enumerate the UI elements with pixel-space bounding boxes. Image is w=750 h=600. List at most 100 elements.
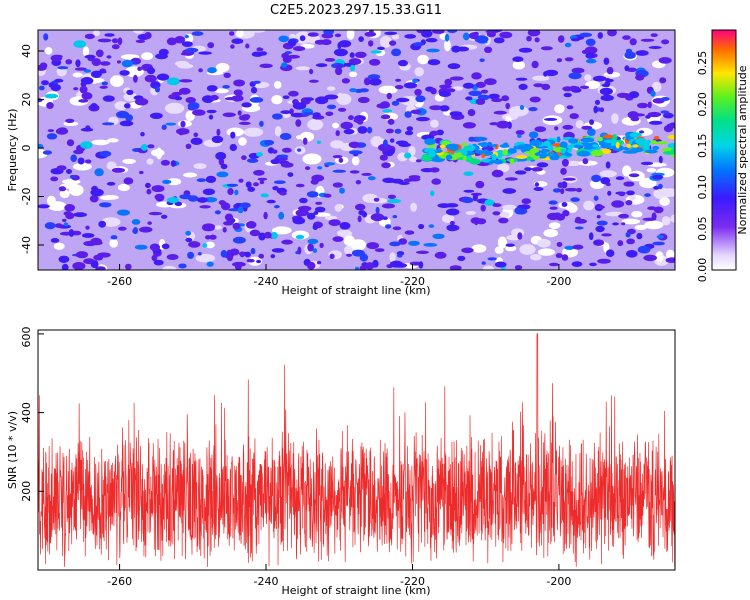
heatmap-cell	[259, 63, 273, 68]
heatmap-cell	[282, 147, 292, 153]
heatmap-cell	[211, 135, 224, 144]
heatmap-cell	[561, 202, 568, 207]
heatmap-cell	[210, 94, 219, 101]
heatmap-cell	[280, 133, 292, 140]
heatmap-cell	[270, 159, 280, 165]
heatmap-cell	[188, 241, 201, 248]
heatmap-cell	[414, 88, 422, 96]
heatmap-cell	[517, 134, 522, 138]
colorbar-tick: 0.25	[696, 51, 709, 76]
heatmap-cell	[492, 211, 501, 216]
heatmap-cell	[622, 165, 632, 177]
heatmap-cell	[659, 57, 671, 62]
heatmap-cell	[556, 58, 563, 63]
heatmap-cell	[176, 128, 190, 135]
heatmap-cell	[661, 216, 671, 226]
heatmap-cell	[317, 166, 323, 170]
heatmap-cell	[465, 210, 476, 215]
heatmap-cell	[593, 105, 598, 114]
heatmap-cell	[278, 35, 290, 43]
heatmap-feature-cell	[566, 144, 575, 149]
heatmap-cell	[178, 263, 187, 269]
heatmap-cell	[317, 260, 322, 265]
heatmap-cell	[307, 261, 316, 270]
heatmap-feature-cell	[515, 155, 528, 159]
heatmap-cell	[537, 248, 556, 256]
heatmap-cell	[571, 67, 585, 74]
heatmap-cell	[161, 243, 170, 250]
heatmap-x-label: Height of straight line (km)	[281, 284, 430, 297]
heatmap-cell	[118, 226, 127, 231]
heatmap-cell	[307, 118, 324, 131]
heatmap-cell	[621, 218, 641, 225]
heatmap-feature-cell	[445, 154, 453, 160]
heatmap-cell	[449, 220, 455, 225]
heatmap-cell	[395, 140, 408, 146]
heatmap-cell	[329, 253, 335, 259]
heatmap-cell	[380, 114, 391, 120]
heatmap-cell	[354, 266, 360, 270]
heatmap-cell	[50, 54, 63, 62]
heatmap-cell	[72, 162, 92, 171]
heatmap-cell	[611, 200, 625, 208]
heatmap-cell	[333, 48, 348, 57]
heatmap-cell	[276, 154, 289, 159]
heatmap-cell	[564, 245, 575, 250]
heatmap-cell	[635, 74, 645, 81]
heatmap-cell	[57, 66, 69, 70]
heatmap-cell	[512, 56, 524, 62]
heatmap-cell	[82, 46, 90, 57]
heatmap-cell	[250, 86, 258, 94]
heatmap-cell	[439, 105, 450, 112]
heatmap-cell	[434, 251, 447, 259]
heatmap-cell	[119, 120, 134, 127]
heatmap-cell	[582, 158, 589, 165]
heatmap-cell	[544, 69, 559, 77]
heatmap-cell	[518, 47, 533, 53]
heatmap-feature-cell	[635, 138, 647, 145]
heatmap-cell	[43, 33, 49, 41]
heatmap-cell	[504, 177, 518, 181]
heatmap-cell	[364, 31, 377, 37]
heatmap-cell	[93, 30, 100, 37]
heatmap-cell	[281, 62, 288, 68]
heatmap-cell	[111, 44, 120, 50]
snr-y-tick: 600	[20, 327, 33, 348]
heatmap-cell	[378, 85, 398, 95]
heatmap-cell	[183, 172, 198, 178]
heatmap-cell	[313, 211, 319, 215]
heatmap-cell	[348, 141, 361, 148]
heatmap-cell	[97, 38, 112, 43]
heatmap-cell	[385, 224, 392, 229]
heatmap-cell	[505, 245, 517, 252]
snr-y-tick: 200	[20, 481, 33, 502]
heatmap-cell	[404, 152, 412, 159]
heatmap-cell	[484, 46, 493, 53]
heatmap-cell	[307, 238, 319, 245]
heatmap-cell	[597, 258, 611, 264]
heatmap-cell	[394, 85, 404, 90]
heatmap-feature-cell	[667, 143, 675, 149]
heatmap-cell	[417, 54, 429, 65]
colorbar-gradient	[712, 30, 736, 270]
heatmap-cell	[566, 105, 574, 110]
heatmap-cell	[549, 262, 559, 267]
heatmap-cell	[343, 128, 355, 135]
heatmap-cell	[562, 124, 574, 130]
heatmap-cell	[648, 46, 662, 49]
heatmap-cell	[377, 46, 385, 51]
heatmap-y-label: Frequency (Hz)	[6, 109, 19, 192]
heatmap-cell	[232, 261, 246, 267]
heatmap-cell	[394, 128, 402, 134]
colorbar: 0.00 0.05 0.10 0.15 0.20 0.25 Normalized…	[696, 29, 749, 282]
heatmap-feature-cell	[427, 144, 437, 148]
heatmap-cell	[660, 110, 669, 114]
heatmap-cell	[264, 231, 272, 239]
heatmap-cell	[205, 241, 215, 249]
heatmap-cell	[623, 181, 635, 187]
heatmap-cell	[222, 112, 236, 118]
heatmap-cell	[444, 33, 450, 42]
heatmap-cell	[339, 222, 351, 230]
heatmap-cell	[447, 63, 461, 70]
heatmap-feature-cell	[534, 152, 541, 156]
